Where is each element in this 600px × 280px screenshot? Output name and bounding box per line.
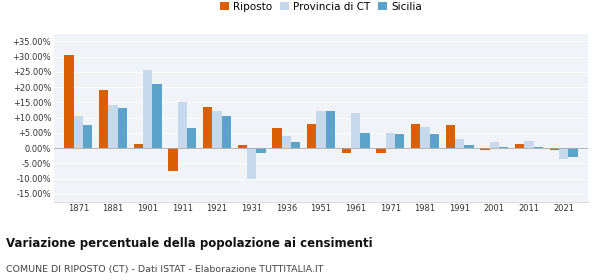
Bar (203, 107, 212, 148)
Bar (515, 144, 524, 148)
Bar (481, 148, 490, 150)
Bar (99, 90, 108, 148)
Bar (361, 133, 370, 148)
Bar (341, 148, 351, 153)
Bar (559, 148, 568, 159)
Bar (430, 134, 439, 148)
Bar (455, 139, 464, 148)
Bar (83, 125, 92, 148)
Bar (316, 111, 326, 148)
Bar (421, 127, 430, 148)
Bar (187, 128, 196, 148)
Bar (256, 148, 266, 153)
Bar (272, 128, 281, 148)
Text: Variazione percentuale della popolazione ai censimenti: Variazione percentuale della popolazione… (6, 237, 373, 249)
Bar (411, 124, 421, 148)
Bar (386, 133, 395, 148)
Bar (221, 116, 231, 148)
Bar (376, 148, 386, 153)
Bar (307, 124, 316, 148)
Bar (351, 113, 361, 148)
Bar (74, 116, 83, 148)
Bar (134, 144, 143, 148)
Bar (64, 55, 74, 148)
Text: COMUNE DI RIPOSTO (CT) - Dati ISTAT - Elaborazione TUTTITALIA.IT: COMUNE DI RIPOSTO (CT) - Dati ISTAT - El… (6, 265, 323, 274)
Bar (395, 134, 404, 148)
Bar (568, 148, 578, 157)
Bar (524, 141, 534, 148)
Bar (464, 145, 474, 148)
Bar (178, 102, 187, 148)
Bar (490, 142, 499, 148)
Bar (281, 136, 291, 148)
Legend: Riposto, Provincia di CT, Sicilia: Riposto, Provincia di CT, Sicilia (220, 2, 422, 12)
Bar (118, 108, 127, 148)
Bar (326, 111, 335, 148)
Bar (212, 111, 221, 148)
Bar (152, 84, 161, 148)
Bar (446, 125, 455, 148)
Bar (108, 105, 118, 148)
Bar (143, 70, 152, 148)
Bar (168, 148, 178, 171)
Bar (534, 147, 543, 148)
Bar (238, 145, 247, 148)
Bar (291, 142, 301, 148)
Bar (247, 148, 256, 179)
Bar (499, 147, 508, 148)
Bar (550, 148, 559, 150)
